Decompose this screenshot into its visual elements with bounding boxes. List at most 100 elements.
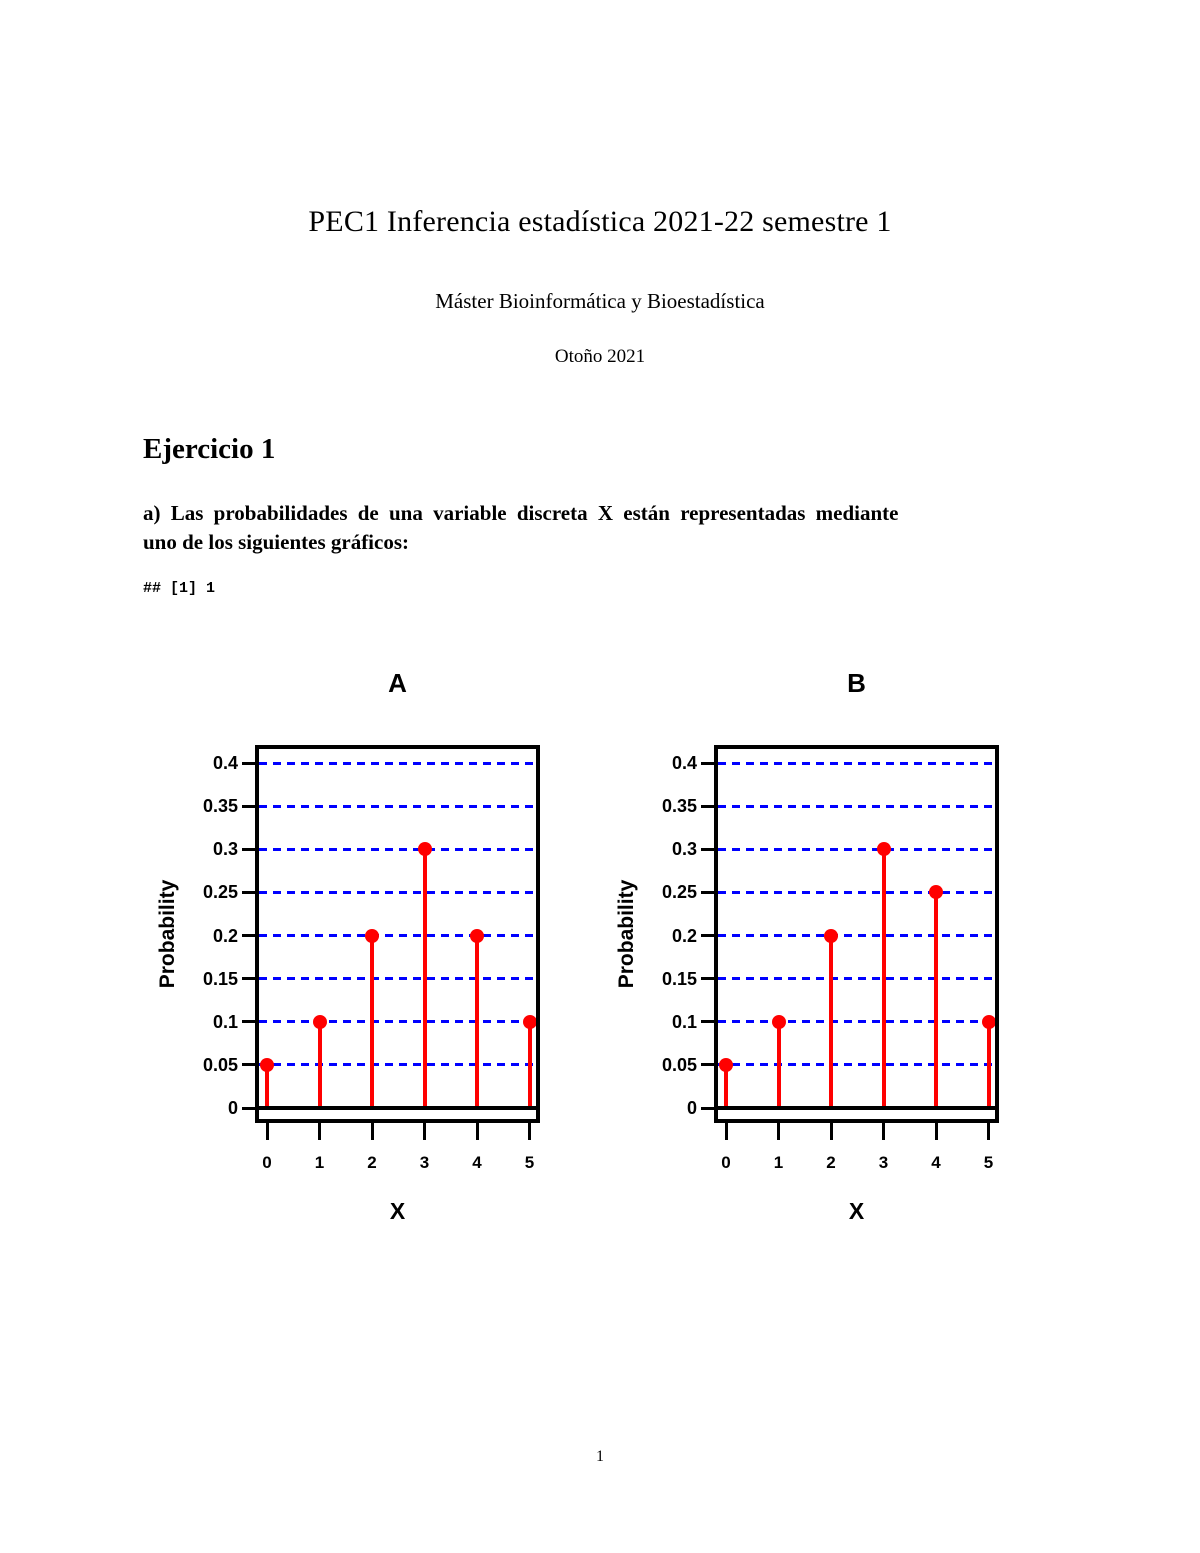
y-axis-tick-label: 0.35: [661, 796, 697, 817]
gridline: [718, 890, 995, 894]
stem: [776, 1021, 781, 1108]
gridline: [718, 804, 995, 808]
x-axis-tick-label: 2: [826, 1153, 836, 1172]
x-axis-tick-label: 5: [524, 1153, 535, 1172]
y-axis-tick-label: 0.35: [202, 796, 238, 817]
data-point: [417, 842, 432, 857]
gridline: [718, 934, 995, 937]
data-point: [981, 1014, 996, 1029]
y-axis-tick-label: 0.1: [671, 1011, 697, 1032]
x-axis-label: X: [389, 1198, 406, 1224]
x-axis-tick-label: 0: [262, 1153, 272, 1172]
y-axis-tick-label: 0.05: [661, 1054, 697, 1075]
document-subtitle: Máster Bioinformática y Bioestadística: [435, 289, 765, 313]
data-point: [365, 928, 379, 943]
x-axis-tick: [934, 1123, 938, 1140]
y-axis-tick: [701, 847, 714, 851]
stem: [829, 935, 833, 1108]
y-axis-tick: [701, 804, 714, 808]
x-axis-tick-label: 1: [314, 1153, 325, 1172]
y-axis-tick: [701, 977, 714, 981]
x-axis-tick-label: 4: [931, 1153, 941, 1172]
data-point: [771, 1014, 786, 1029]
data-point: [876, 842, 891, 857]
y-axis-tick-label: 0.15: [661, 968, 697, 989]
y-axis-tick: [242, 1020, 255, 1024]
chart-title: A: [388, 668, 407, 698]
document-date: Otoño 2021: [554, 346, 646, 367]
stem: [317, 1021, 322, 1108]
y-axis-tick-label: 0.4: [671, 753, 697, 773]
y-axis-tick-label: 0.05: [202, 1054, 238, 1075]
data-point: [312, 1014, 327, 1029]
chart-a: A 0 0.05 0.1 0.15 0.2 0.25 0.3 0.35 0.4 0 1 2 3 4 5 X Pro…: [140, 660, 610, 1245]
x-axis-tick: [528, 1123, 531, 1140]
y-axis-tick-label: 0.4: [212, 753, 238, 773]
gridline: [718, 761, 995, 765]
x-axis-tick: [318, 1123, 321, 1140]
gridline: [259, 804, 536, 808]
y-axis-tick-label: 0.25: [661, 882, 697, 903]
data-point: [522, 1014, 537, 1029]
y-axis-label: Probability: [156, 879, 179, 989]
page-number: 1: [596, 1448, 604, 1465]
y-axis-tick: [701, 761, 714, 765]
y-axis-tick: [701, 1020, 714, 1024]
stem: [934, 892, 938, 1108]
y-axis-tick-label: 0.15: [202, 968, 238, 989]
gridline: [259, 1063, 536, 1067]
y-axis-label: Probability: [615, 879, 638, 989]
data-point: [719, 1057, 733, 1072]
y-axis-tick-label: 0.2: [212, 925, 238, 946]
gridline: [718, 1020, 995, 1024]
gridline: [718, 977, 995, 981]
y-axis-tick-label: 0.3: [212, 839, 238, 860]
y-axis-tick: [242, 934, 255, 937]
y-axis-tick: [242, 1063, 255, 1067]
y-axis-tick-label: 0: [686, 1098, 697, 1118]
y-axis-tick: [701, 934, 714, 937]
stem: [265, 1064, 269, 1108]
gridline: [259, 1020, 536, 1024]
data-point: [260, 1057, 274, 1072]
plot-box: [714, 745, 999, 1123]
stem: [475, 935, 479, 1108]
y-axis-tick-label: 0.2: [671, 925, 697, 946]
data-point: [929, 885, 943, 900]
x-axis-tick: [829, 1123, 833, 1140]
zero-line: [259, 1106, 536, 1110]
stem: [881, 849, 886, 1108]
gridline: [259, 761, 536, 765]
y-axis-tick: [242, 1106, 255, 1110]
paragraph-line-1: a) Las probabilidades de una variable di…: [143, 501, 899, 525]
zero-line: [718, 1106, 995, 1110]
x-axis-tick: [987, 1123, 990, 1140]
chart-title: B: [847, 668, 866, 698]
x-axis-tick-label: 2: [367, 1153, 377, 1172]
x-axis-tick: [423, 1123, 426, 1140]
exercise-paragraph: a) Las probabilidades de una variable di…: [143, 499, 1068, 557]
stem: [986, 1021, 991, 1108]
y-axis-tick-label: 0.1: [212, 1011, 238, 1032]
x-axis-tick: [475, 1123, 479, 1140]
stem: [422, 849, 427, 1108]
y-axis-tick-label: 0.3: [671, 839, 697, 860]
code-output: ## [1] 1: [143, 580, 216, 597]
gridline: [259, 977, 536, 981]
section-heading: Ejercicio 1: [143, 433, 276, 465]
data-point: [470, 928, 484, 943]
x-axis-tick: [882, 1123, 885, 1140]
stem: [724, 1064, 728, 1108]
y-axis-tick: [242, 890, 255, 894]
x-axis-tick-label: 4: [472, 1153, 482, 1172]
y-axis-tick-label: 0.25: [202, 882, 238, 903]
y-axis-tick: [701, 1106, 714, 1110]
x-axis-tick: [370, 1123, 374, 1140]
x-axis-tick: [777, 1123, 780, 1140]
x-axis-tick-label: 3: [878, 1153, 889, 1172]
y-axis-tick: [242, 847, 255, 851]
data-point: [824, 928, 838, 943]
stem: [370, 935, 374, 1108]
gridline: [259, 934, 536, 937]
